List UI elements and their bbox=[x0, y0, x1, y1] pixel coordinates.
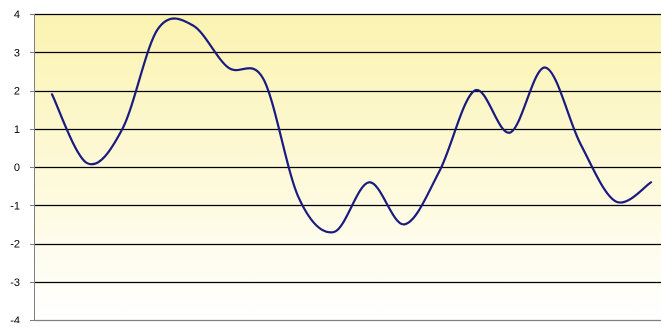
y-tick-label: 3 bbox=[14, 47, 20, 59]
y-tick-label: 1 bbox=[14, 124, 20, 136]
y-tick-label: -2 bbox=[10, 239, 20, 251]
y-tick-label: 0 bbox=[14, 162, 20, 174]
y-tick-label: 4 bbox=[14, 9, 20, 21]
y-tick-label: 2 bbox=[14, 86, 20, 98]
y-tick-label: -3 bbox=[10, 277, 20, 289]
series-line-0 bbox=[50, 17, 653, 234]
y-tick-label: -1 bbox=[10, 200, 20, 212]
series-layer bbox=[50, 17, 653, 234]
y-tick-labels: 4 3 2 1 0 -1 -2 -3 -4 bbox=[10, 9, 20, 327]
y-axis bbox=[30, 14, 35, 321]
y-tick-label: -4 bbox=[10, 315, 20, 323]
gridlines bbox=[34, 13, 661, 322]
